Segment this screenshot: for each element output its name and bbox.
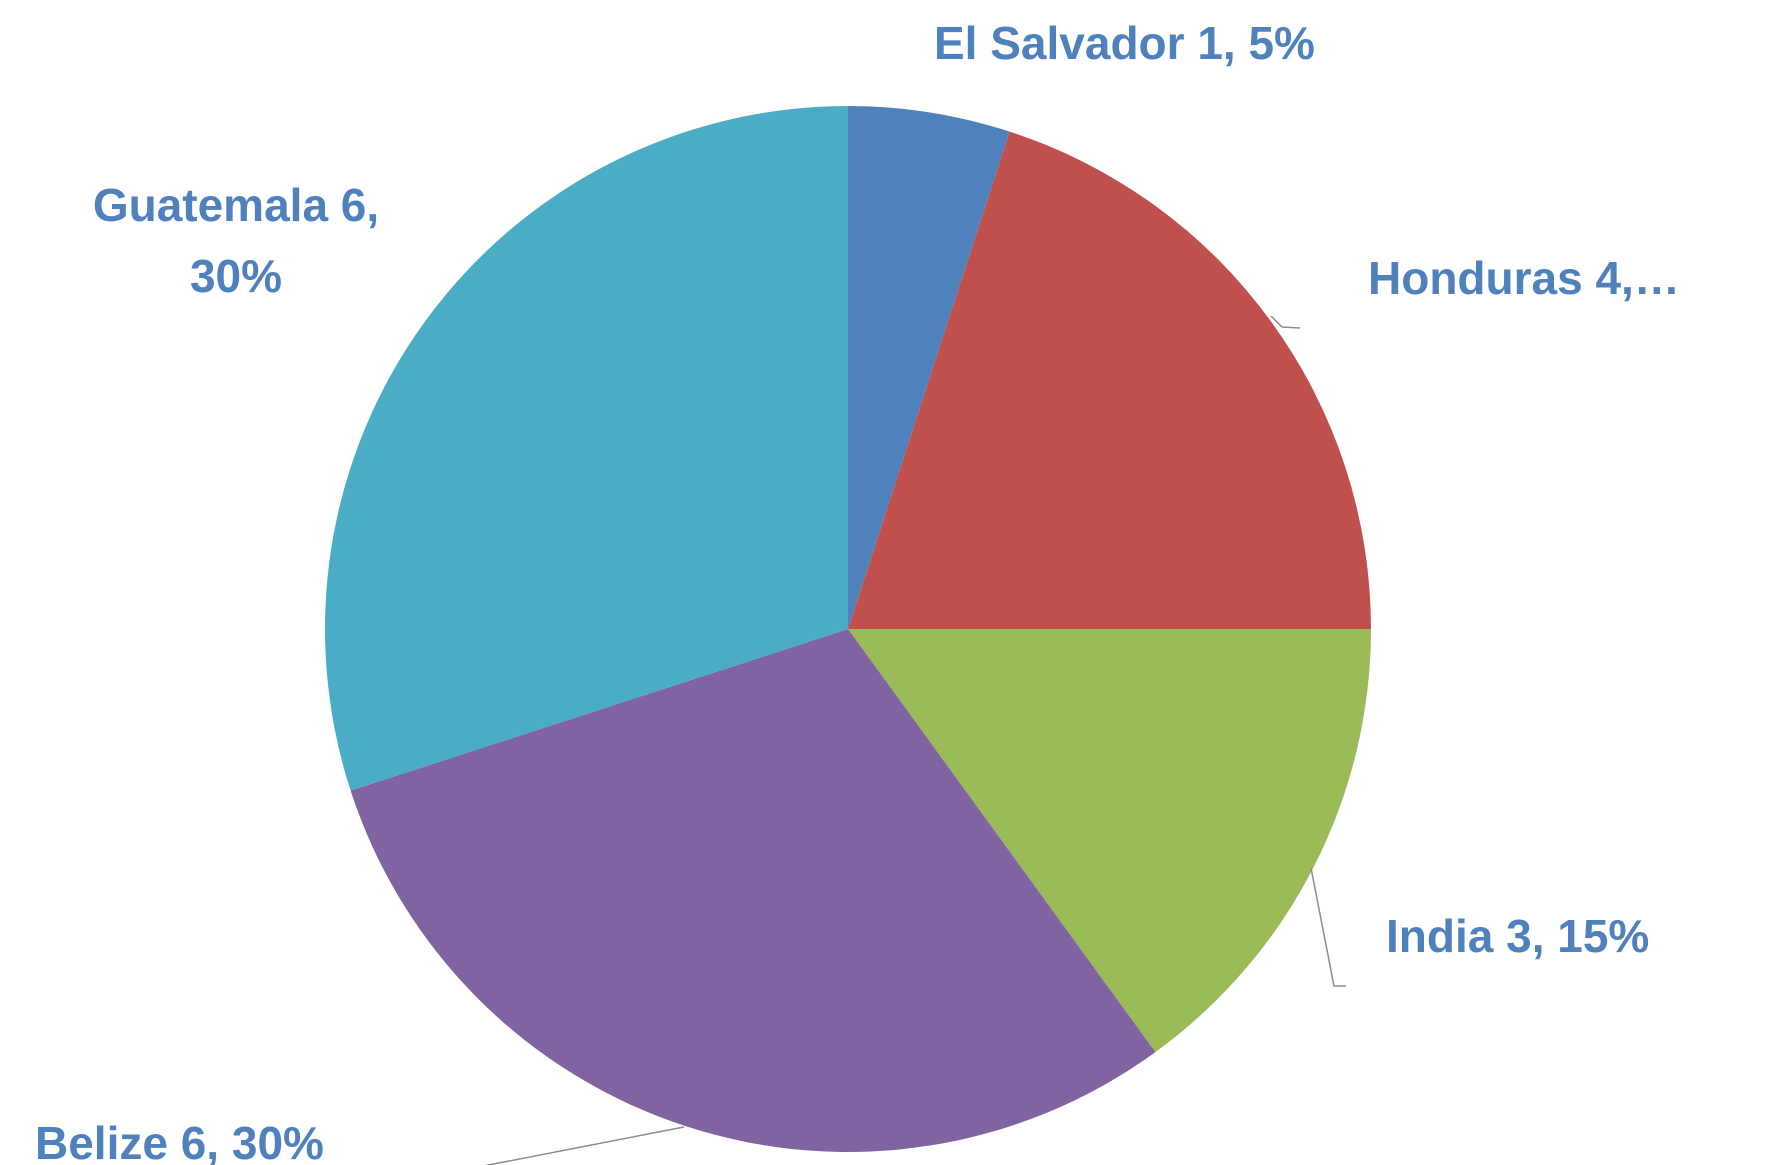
pie-slice [848, 131, 1371, 629]
data-label: El Salvador 1, 5% [934, 17, 1315, 69]
pie-slice [350, 629, 1156, 1152]
data-label: Honduras 4,… [1368, 252, 1680, 304]
pie-slice [848, 106, 1010, 629]
leader-line [1310, 867, 1346, 987]
data-label: India 3, 15% [1386, 910, 1650, 962]
leader-line [484, 1126, 685, 1165]
data-label: Belize 6, 30% [35, 1117, 324, 1165]
pie-slice [324, 106, 848, 791]
leader-line [1270, 315, 1301, 329]
pie-slice [848, 629, 1371, 1053]
data-label: Guatemala 6, 30% [92, 179, 380, 303]
